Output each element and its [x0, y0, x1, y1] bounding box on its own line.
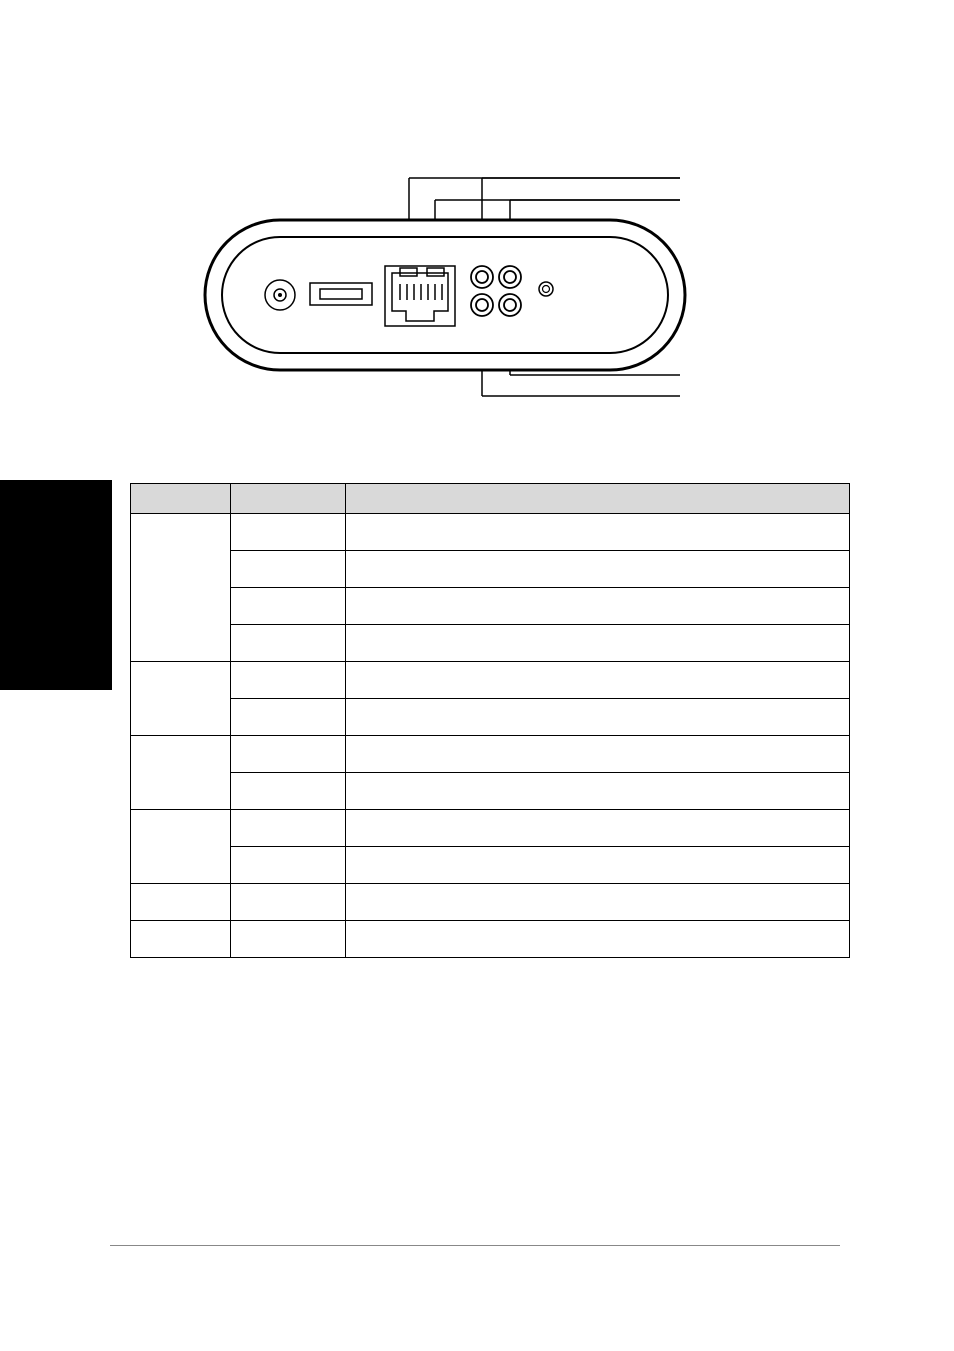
table-cell [346, 921, 850, 958]
table-cell [131, 514, 231, 662]
table-cell [346, 514, 850, 551]
table-row [131, 551, 850, 588]
rear-panel-diagram [200, 170, 760, 430]
table-header-cell [231, 484, 346, 514]
table-row [131, 921, 850, 958]
table-cell [231, 884, 346, 921]
table-cell [231, 662, 346, 699]
table-cell [346, 884, 850, 921]
panel-outer [205, 220, 685, 370]
table-header-row [131, 484, 850, 514]
table-row [131, 884, 850, 921]
table-cell [231, 773, 346, 810]
table-cell [231, 736, 346, 773]
footer-rule [110, 1245, 840, 1246]
table-cell [346, 699, 850, 736]
diagram-svg [200, 170, 760, 430]
led-status-table [130, 483, 850, 958]
table-row [131, 699, 850, 736]
table-cell [231, 514, 346, 551]
table-cell [346, 625, 850, 662]
table-row [131, 588, 850, 625]
table-row [131, 847, 850, 884]
table-row [131, 514, 850, 551]
table-cell [131, 736, 231, 810]
table-cell [346, 588, 850, 625]
table-cell [346, 736, 850, 773]
table-row [131, 625, 850, 662]
table-cell [231, 588, 346, 625]
table-cell [346, 551, 850, 588]
table-cell [231, 921, 346, 958]
table-cell [346, 662, 850, 699]
table-header-cell [131, 484, 231, 514]
table-cell [131, 921, 231, 958]
table-cell [131, 662, 231, 736]
table-cell [346, 810, 850, 847]
table-cell [346, 773, 850, 810]
table-cell [131, 810, 231, 884]
chapter-side-tab [0, 480, 112, 690]
page [0, 0, 954, 1351]
table-cell [231, 847, 346, 884]
table-row [131, 810, 850, 847]
table-row [131, 773, 850, 810]
table-cell [131, 884, 231, 921]
table-row [131, 736, 850, 773]
table-header-cell [346, 484, 850, 514]
table-cell [231, 699, 346, 736]
table-cell [346, 847, 850, 884]
table-cell [231, 551, 346, 588]
table-cell [231, 810, 346, 847]
table-cell [231, 625, 346, 662]
table-row [131, 662, 850, 699]
